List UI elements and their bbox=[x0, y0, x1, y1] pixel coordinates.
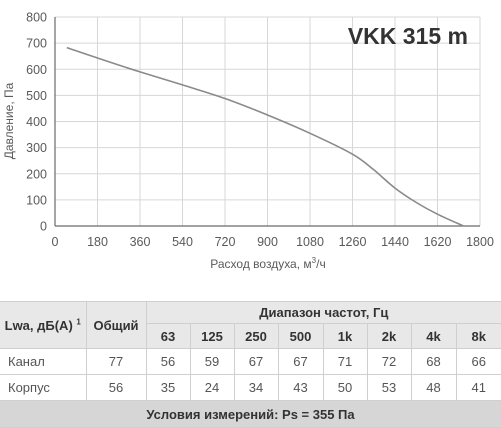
x-tick-label-540: 540 bbox=[172, 235, 193, 249]
table-row: Канал 77 56 59 67 67 71 72 68 66 bbox=[0, 348, 501, 375]
noise-table-body: Канал 77 56 59 67 67 71 72 68 66 Корпус 56 35 24 34 43 5… bbox=[0, 348, 501, 401]
x-axis-label: Расход воздуха, м3/ч bbox=[210, 256, 325, 271]
row-value-500: 43 bbox=[277, 374, 324, 401]
freq-header-250: 250 bbox=[233, 323, 279, 349]
row-value-2k: 72 bbox=[366, 348, 412, 375]
noise-table: Lwa, дБ(А) 1 Общий Диапазон частот, Гц 6… bbox=[0, 301, 501, 428]
y-tick-label-600: 600 bbox=[26, 63, 47, 77]
row-value-63: 56 bbox=[145, 348, 191, 375]
freq-range-header: Диапазон частот, Гц bbox=[145, 301, 501, 324]
row-value-250: 34 bbox=[233, 374, 279, 401]
row-value-500: 67 bbox=[277, 348, 324, 375]
y-tick-label-200: 200 bbox=[26, 167, 47, 181]
row-total: 56 bbox=[85, 374, 147, 401]
row-label: Корпус bbox=[0, 374, 87, 401]
x-tick-label-360: 360 bbox=[130, 235, 151, 249]
freq-header-8k: 8k bbox=[455, 323, 501, 349]
row-total: 77 bbox=[85, 348, 147, 375]
freq-header-500: 500 bbox=[277, 323, 324, 349]
x-axis-ticks: 0 180 360 540 720 900 1080 1260 1440 1620 1800 bbox=[52, 235, 494, 249]
x-tick-label-1080: 1080 bbox=[296, 235, 324, 249]
y-tick-label-800: 800 bbox=[26, 11, 47, 25]
y-tick-label-100: 100 bbox=[26, 193, 47, 207]
y-axis-ticks: 0 100 200 300 400 500 600 700 800 bbox=[26, 11, 47, 234]
row-value-8k: 66 bbox=[455, 348, 501, 375]
freq-header-2k: 2k bbox=[366, 323, 412, 349]
x-tick-label-900: 900 bbox=[257, 235, 278, 249]
total-header: Общий bbox=[85, 301, 147, 349]
row-value-1k: 71 bbox=[322, 348, 368, 375]
freq-header-63: 63 bbox=[145, 323, 191, 349]
x-tick-label-0: 0 bbox=[52, 235, 59, 249]
pressure-curve bbox=[66, 46, 464, 227]
row-value-1k: 50 bbox=[322, 374, 368, 401]
row-value-2k: 53 bbox=[366, 374, 412, 401]
row-value-250: 67 bbox=[233, 348, 279, 375]
x-tick-label-1260: 1260 bbox=[339, 235, 367, 249]
row-value-8k: 41 bbox=[455, 374, 501, 401]
lwa-footnote-mark: 1 bbox=[76, 317, 81, 327]
chart-title: VKK 315 m bbox=[348, 23, 468, 49]
measurement-conditions: Условия измерений: Ps = 355 Па bbox=[0, 400, 501, 428]
x-tick-label-180: 180 bbox=[87, 235, 108, 249]
lwa-header-label: Lwa, дБ(А) bbox=[4, 317, 73, 333]
row-value-125: 24 bbox=[189, 374, 235, 401]
performance-chart: 0 100 200 300 400 500 600 700 800 0 180 360 540 720 9… bbox=[2, 11, 494, 272]
row-value-4k: 48 bbox=[410, 374, 457, 401]
row-value-63: 35 bbox=[145, 374, 191, 401]
row-label: Канал bbox=[0, 348, 87, 375]
freq-header-4k: 4k bbox=[410, 323, 457, 349]
table-row: Корпус 56 35 24 34 43 50 53 48 41 bbox=[0, 374, 501, 401]
y-tick-label-400: 400 bbox=[26, 115, 47, 129]
y-tick-label-500: 500 bbox=[26, 89, 47, 103]
lwa-header: Lwa, дБ(А) 1 bbox=[0, 301, 87, 349]
x-tick-label-720: 720 bbox=[215, 235, 236, 249]
x-tick-label-1800: 1800 bbox=[466, 235, 494, 249]
row-value-4k: 68 bbox=[410, 348, 457, 375]
chart-grid bbox=[55, 16, 481, 226]
y-axis-label: Давление, Па bbox=[2, 82, 16, 159]
x-tick-label-1620: 1620 bbox=[424, 235, 452, 249]
y-tick-label-300: 300 bbox=[26, 141, 47, 155]
freq-header-125: 125 bbox=[189, 323, 235, 349]
row-value-125: 59 bbox=[189, 348, 235, 375]
frequency-header-row: 63 125 250 500 1k 2k 4k 8k bbox=[0, 323, 501, 349]
freq-header-1k: 1k bbox=[322, 323, 368, 349]
x-tick-label-1440: 1440 bbox=[381, 235, 409, 249]
y-tick-label-0: 0 bbox=[40, 220, 47, 234]
y-tick-label-700: 700 bbox=[26, 37, 47, 51]
